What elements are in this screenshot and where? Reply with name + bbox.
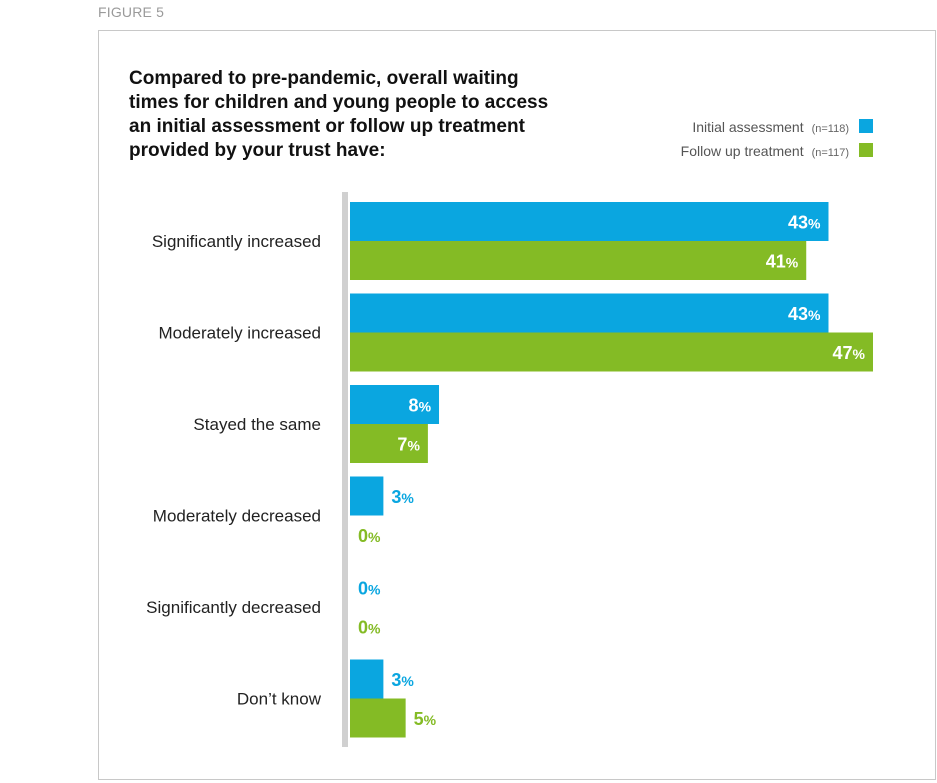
data-label-value: 43 (788, 304, 808, 324)
category-labels: Significantly increased Moderately increa… (146, 232, 322, 709)
bar (350, 424, 428, 463)
figure-label: FIGURE 5 (98, 4, 165, 20)
data-label-value: 7 (397, 435, 407, 455)
chart-title-line: times for children and young people to a… (129, 92, 548, 113)
category-label: Significantly increased (152, 232, 321, 251)
data-label-unit: % (808, 216, 821, 232)
data-label: 47% (833, 343, 866, 363)
data-label: 7% (397, 435, 420, 455)
bar (350, 202, 829, 241)
chart-title: Compared to pre-pandemic, overall waitin… (129, 68, 548, 161)
legend-label: Initial assessment (n=118) (692, 119, 849, 135)
bar-chart: Compared to pre-pandemic, overall waitin… (129, 68, 873, 747)
data-label-unit: % (853, 346, 866, 362)
category-label: Stayed the same (193, 415, 321, 434)
legend-label: Follow up treatment (n=117) (681, 143, 849, 159)
data-label-unit: % (808, 307, 821, 323)
data-label: 0% (358, 618, 381, 638)
bar (350, 332, 873, 372)
data-label-unit: % (368, 529, 381, 545)
data-label-value: 47 (833, 343, 853, 363)
data-label-value: 41 (766, 252, 786, 272)
legend-swatch (859, 119, 873, 133)
category-label: Significantly decreased (146, 598, 321, 617)
data-label: 3% (391, 487, 414, 507)
bar (350, 385, 440, 424)
legend-series-name: Initial assessment (692, 119, 803, 135)
data-label-unit: % (424, 712, 437, 728)
data-label-value: 5 (414, 709, 424, 729)
chart-title-line: Compared to pre-pandemic, overall waitin… (129, 68, 519, 89)
data-label-unit: % (368, 621, 381, 637)
bar (350, 476, 384, 516)
data-label-value: 8 (409, 396, 419, 416)
data-labels: 43%41%43%47%8%7%3%0%0%0%3%5% (358, 213, 866, 730)
chart-legend: Initial assessment (n=118) Follow up treat… (681, 119, 873, 159)
category-label: Moderately increased (158, 324, 321, 343)
bar (350, 659, 384, 699)
bar (350, 241, 807, 280)
data-label: 5% (414, 709, 437, 729)
data-label: 41% (766, 252, 799, 272)
data-label: 43% (788, 213, 821, 233)
category-axis-line (342, 192, 348, 747)
data-label-unit: % (419, 399, 432, 415)
legend-series-name: Follow up treatment (681, 143, 804, 159)
legend-sample-size: (n=117) (812, 147, 849, 159)
legend-sample-size: (n=118) (812, 123, 849, 135)
data-label-value: 0 (358, 579, 368, 599)
bars (350, 202, 873, 738)
data-label-unit: % (786, 255, 799, 271)
data-label: 0% (358, 526, 381, 546)
category-label: Don’t know (237, 690, 322, 709)
data-label-value: 3 (391, 487, 401, 507)
data-label-unit: % (368, 582, 381, 598)
data-label-value: 3 (391, 670, 401, 690)
category-label: Moderately decreased (153, 507, 321, 526)
data-label-unit: % (401, 490, 414, 506)
data-label-value: 43 (788, 213, 808, 233)
data-label-unit: % (407, 438, 420, 454)
chart-title-line: provided by your trust have: (129, 140, 386, 161)
data-label: 0% (358, 579, 381, 599)
chart-title-line: an initial assessment or follow up treat… (129, 116, 526, 137)
bar (350, 293, 829, 333)
chart-panel: Compared to pre-pandemic, overall waitin… (98, 30, 936, 780)
data-label: 8% (409, 396, 432, 416)
legend-swatch (859, 143, 873, 157)
data-label-value: 0 (358, 526, 368, 546)
data-label: 3% (391, 670, 414, 690)
data-label-value: 0 (358, 618, 368, 638)
bar (350, 698, 406, 738)
data-label-unit: % (401, 673, 414, 689)
data-label: 43% (788, 304, 821, 324)
